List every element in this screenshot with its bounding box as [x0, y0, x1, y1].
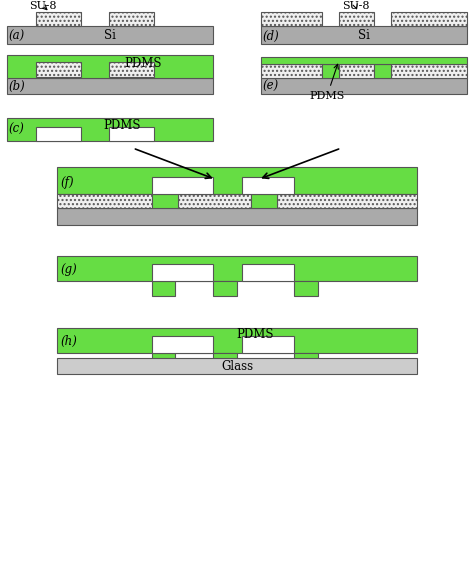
Bar: [152, 336, 213, 353]
Text: PDMS: PDMS: [125, 57, 162, 70]
Bar: [152, 264, 213, 281]
Bar: [294, 353, 318, 367]
Bar: [57, 167, 417, 194]
Text: Glass: Glass: [221, 360, 253, 373]
Bar: [57, 194, 152, 208]
Bar: [57, 359, 417, 374]
Text: SU-8: SU-8: [29, 1, 56, 11]
Text: (b): (b): [9, 80, 25, 93]
Bar: [251, 194, 277, 208]
Bar: [36, 12, 81, 26]
Bar: [261, 64, 322, 78]
Bar: [152, 353, 175, 367]
Bar: [213, 281, 237, 296]
Text: (d): (d): [262, 30, 279, 43]
Bar: [178, 194, 251, 208]
Text: (c): (c): [9, 123, 24, 136]
Bar: [213, 353, 237, 367]
Text: PDMS: PDMS: [236, 328, 274, 341]
Bar: [109, 12, 154, 26]
Bar: [7, 118, 213, 141]
Bar: [152, 281, 175, 296]
Bar: [391, 64, 467, 78]
Bar: [277, 194, 417, 208]
Text: (a): (a): [9, 30, 25, 43]
Bar: [7, 55, 213, 78]
Text: (h): (h): [60, 336, 77, 348]
Bar: [261, 57, 467, 64]
Text: PDMS: PDMS: [310, 64, 345, 101]
Bar: [152, 177, 213, 194]
Bar: [7, 26, 213, 44]
Bar: [57, 328, 417, 353]
Bar: [57, 256, 417, 281]
Bar: [242, 336, 294, 353]
Bar: [322, 64, 339, 78]
Bar: [261, 26, 467, 44]
Bar: [261, 12, 322, 26]
Text: (g): (g): [60, 263, 77, 276]
Bar: [152, 194, 178, 208]
Bar: [57, 208, 417, 225]
Bar: [7, 78, 213, 94]
Text: (e): (e): [262, 80, 278, 93]
Bar: [339, 64, 374, 78]
Bar: [339, 12, 374, 26]
Text: Si: Si: [358, 29, 370, 42]
Bar: [242, 264, 294, 281]
Bar: [261, 78, 467, 94]
Text: SU-8: SU-8: [342, 1, 369, 11]
Text: Si: Si: [104, 29, 116, 42]
Bar: [109, 62, 154, 77]
Text: (f): (f): [60, 176, 74, 189]
Bar: [36, 127, 81, 141]
Bar: [294, 281, 318, 296]
Bar: [109, 127, 154, 141]
Text: PDMS: PDMS: [104, 119, 141, 132]
Bar: [242, 177, 294, 194]
Bar: [36, 62, 81, 77]
Bar: [391, 12, 467, 26]
Bar: [374, 64, 391, 78]
